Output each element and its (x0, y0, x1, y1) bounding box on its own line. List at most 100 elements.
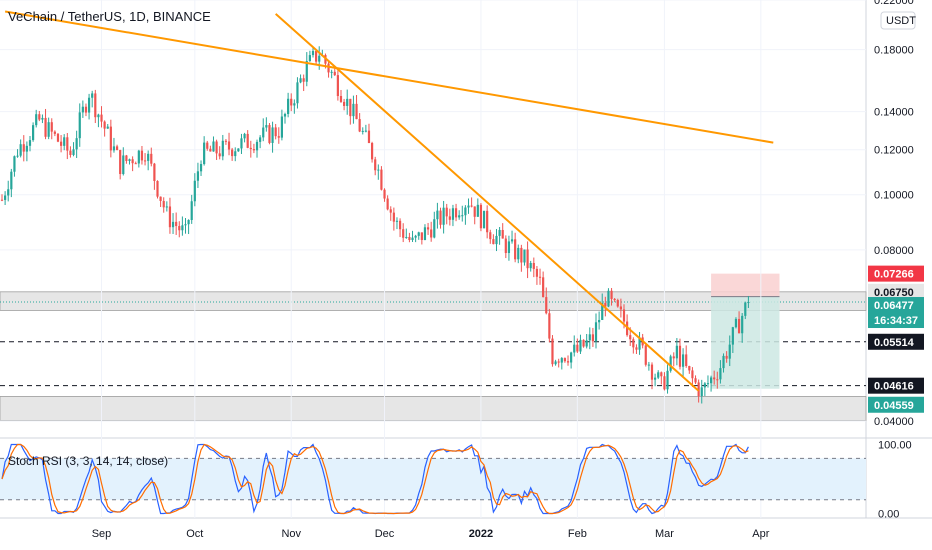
candle-body (566, 361, 570, 363)
y-tick-label: 0.14000 (874, 107, 914, 119)
candle-body (19, 144, 22, 156)
candle-body (476, 204, 479, 217)
candle-body (50, 122, 53, 132)
candle-body (492, 239, 495, 245)
candle-body (454, 208, 458, 218)
candle-body (461, 215, 464, 217)
candle-body (482, 210, 486, 229)
candle-body (249, 147, 252, 150)
candle-body (115, 146, 119, 150)
candle-body (374, 159, 377, 171)
candle-body (349, 98, 352, 117)
candle-body (439, 210, 442, 225)
candle-body (265, 125, 268, 128)
candle-body (451, 208, 455, 220)
candle-body (178, 226, 181, 231)
currency-badge (880, 11, 916, 30)
candle-body (709, 377, 713, 384)
candle-body (417, 232, 420, 236)
stoch-d-line (1, 443, 749, 515)
candle-body (330, 71, 333, 73)
candle-body (526, 249, 529, 269)
candle-body (607, 290, 610, 307)
candle-body (206, 142, 209, 149)
candle-body (644, 345, 647, 365)
candle-body (747, 302, 750, 304)
candle-body (63, 137, 66, 146)
candle-body (669, 356, 672, 371)
price-badge-label: 0.04616 (874, 381, 914, 393)
trendline-2 (275, 13, 700, 392)
candle-body (700, 387, 703, 397)
candle-body (128, 159, 131, 161)
candle-body (426, 227, 430, 230)
price-badge-label: 0.07266 (874, 269, 914, 281)
x-tick-label: Mar (655, 528, 674, 540)
indicator-title: Stoch RSI (3, 3, 14, 14, close) (8, 454, 169, 468)
candle-body (554, 361, 557, 365)
candle-body (162, 200, 165, 208)
candle-body (131, 159, 134, 164)
candle-body (672, 356, 675, 359)
candle-body (134, 163, 137, 165)
candle-body (489, 232, 492, 240)
candle-body (479, 204, 483, 229)
candle-body (122, 155, 125, 175)
chart-title: VeChain / TetherUS, 1D, BINANCE (8, 9, 211, 24)
candle-body (308, 55, 311, 62)
candle-body (193, 180, 196, 202)
candle-body (660, 372, 663, 377)
candle-body (168, 206, 172, 228)
candle-body (501, 229, 504, 239)
candle-body (691, 370, 694, 379)
candle-body (542, 277, 545, 298)
x-tick-label: Feb (568, 528, 587, 540)
candle-body (737, 318, 741, 334)
candle-body (383, 189, 386, 199)
stoch-tick-label: 100.00 (878, 440, 912, 452)
candle-body (616, 299, 619, 307)
candle-body (389, 209, 392, 213)
candle-body (470, 205, 473, 207)
candle-body (125, 155, 128, 161)
candle-body (697, 382, 700, 397)
candle-body (694, 378, 697, 383)
candle-body (517, 247, 520, 260)
candle-body (355, 103, 358, 120)
candle-body (78, 112, 81, 139)
candle-body (336, 75, 339, 97)
price-badge (868, 333, 924, 350)
candle-body (703, 383, 706, 388)
x-tick-label: Oct (186, 528, 203, 540)
candle-body (184, 224, 187, 226)
y-tick-label: 0.10000 (874, 190, 914, 202)
candle-body (293, 103, 296, 106)
candle-body (529, 262, 532, 269)
candle-body (69, 150, 72, 155)
candle-body (25, 145, 28, 152)
candle-body (224, 140, 228, 142)
candle-body (576, 344, 579, 352)
candle-body (719, 368, 722, 380)
candle-body (713, 377, 716, 380)
candle-body (601, 302, 604, 320)
candle-body (119, 149, 122, 175)
y-tick-label: 0.04000 (874, 416, 914, 428)
price-badge (868, 265, 924, 282)
candle-body (140, 150, 144, 161)
candle-body (436, 210, 439, 220)
candle-body (520, 247, 523, 263)
candle-body (72, 149, 75, 155)
price-badge-label: 0.04559 (874, 400, 914, 412)
candle-body (638, 337, 641, 350)
candle-body (311, 50, 315, 56)
candle-body (346, 98, 349, 106)
candle-body (414, 235, 417, 238)
candle-body (598, 319, 601, 323)
candle-body (75, 138, 78, 150)
candle-body (563, 358, 567, 362)
candle-body (339, 96, 343, 102)
candle-body (613, 298, 616, 300)
y-tick-label: 0.22000 (874, 0, 914, 7)
